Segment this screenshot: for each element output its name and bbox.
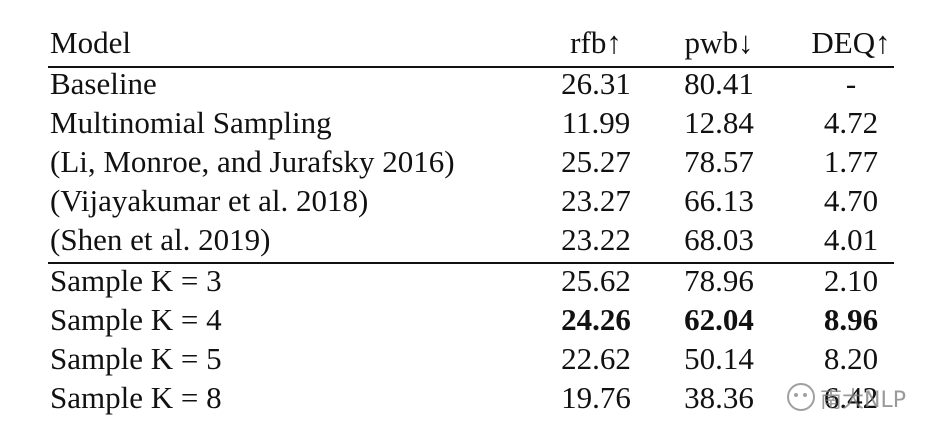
value-cell: 24.26: [561, 302, 631, 337]
value-cell: 1.77: [823, 144, 879, 179]
value-cell: 68.03: [684, 222, 754, 257]
value-cell: 2.10: [823, 263, 879, 298]
watermark-icon: [787, 383, 815, 411]
value-cell: 25.62: [561, 263, 631, 298]
value-cell: 8.96: [823, 302, 879, 337]
value-cell: 23.22: [561, 222, 631, 257]
header-cell: pwb↓: [684, 25, 754, 60]
model-cell: (Li, Monroe, and Jurafsky 2016): [50, 144, 455, 179]
model-cell: (Vijayakumar et al. 2018): [50, 183, 369, 218]
value-cell: 80.41: [684, 66, 754, 101]
watermark: 南大NLP: [820, 388, 906, 413]
value-cell: 4.70: [823, 183, 879, 218]
value-cell: 22.62: [561, 341, 631, 376]
model-cell: Baseline: [50, 66, 157, 101]
value-cell: 25.27: [561, 144, 631, 179]
header-rule: [48, 66, 894, 68]
value-cell: 11.99: [561, 105, 631, 140]
model-cell: Multinomial Sampling: [50, 105, 332, 140]
model-cell: (Shen et al. 2019): [50, 222, 271, 257]
header-cell: rfb↑: [570, 25, 622, 60]
value-cell: 62.04: [684, 302, 754, 337]
value-cell: 66.13: [684, 183, 754, 218]
header-cell: DEQ↑: [811, 25, 891, 60]
value-cell: 50.14: [684, 341, 754, 376]
model-cell: Sample K = 3: [50, 263, 222, 298]
value-cell: 78.57: [684, 144, 754, 179]
header-cell: Model: [50, 25, 131, 60]
value-cell: 6.42: [823, 380, 879, 415]
model-cell: Sample K = 5: [50, 341, 222, 376]
value-cell: 38.36: [684, 380, 754, 415]
value-cell: 23.27: [561, 183, 631, 218]
value-cell: 12.84: [684, 105, 754, 140]
value-cell: -: [845, 66, 857, 101]
value-cell: 26.31: [561, 66, 631, 101]
value-cell: 19.76: [561, 380, 631, 415]
model-cell: Sample K = 4: [50, 302, 222, 337]
value-cell: 8.20: [823, 341, 879, 376]
value-cell: 78.96: [684, 263, 754, 298]
value-cell: 4.01: [823, 222, 879, 257]
model-cell: Sample K = 8: [50, 380, 222, 415]
value-cell: 4.72: [823, 105, 879, 140]
section-rule: [48, 262, 894, 264]
